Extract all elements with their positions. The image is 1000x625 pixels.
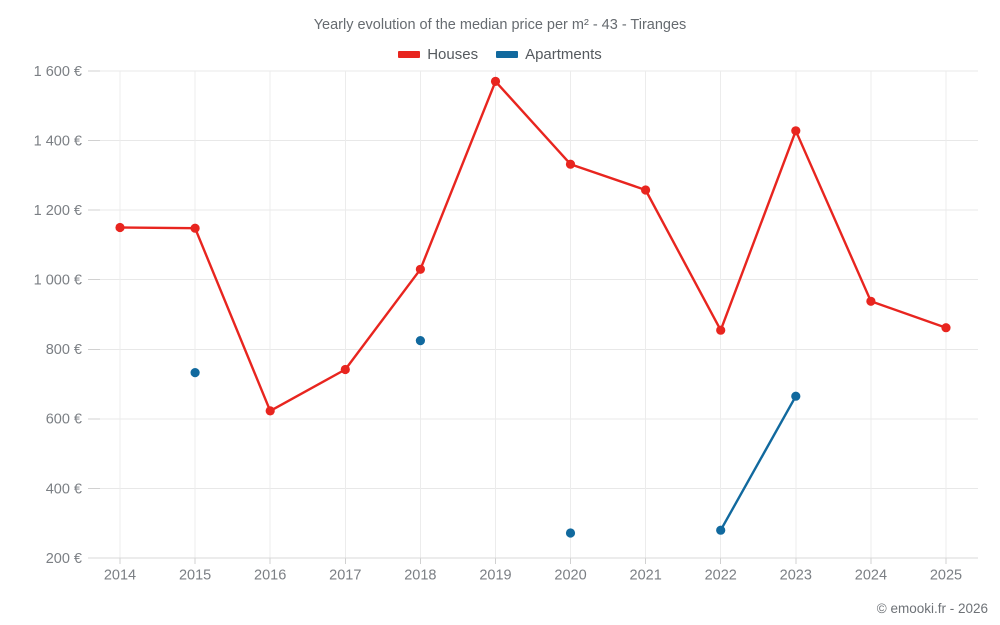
x-axis-tick-label: 2021 [630, 568, 662, 584]
x-axis-tick-label: 2019 [479, 568, 511, 584]
data-point-houses-2018[interactable] [415, 264, 425, 274]
series-line-apartments [719, 395, 797, 532]
y-axis-tick-label: 800 € [46, 342, 82, 358]
legend-label-apartments: Apartments [525, 46, 602, 63]
y-axis-tick-label: 1 200 € [34, 203, 82, 219]
data-point-houses-2025[interactable] [941, 323, 951, 333]
x-axis-tick-label: 2025 [930, 568, 962, 584]
y-axis-tick-label: 200 € [46, 551, 82, 567]
legend-swatch-apartments [496, 51, 519, 58]
legend-item-houses[interactable]: Houses [398, 46, 478, 63]
copyright-credit: © emooki.fr - 2026 [876, 601, 988, 616]
data-point-houses-2024[interactable] [866, 296, 876, 306]
y-axis-tick-label: 1 400 € [34, 133, 82, 149]
y-axis-labels: 200 € 400 € 600 € 800 € 1 000 € 1 200 € 1 400 … [34, 64, 82, 567]
data-point-houses-2015[interactable] [190, 223, 200, 233]
x-axis-tick-label: 2015 [179, 568, 211, 584]
data-point-apartments-2018[interactable] [415, 336, 425, 346]
chart-legend: Houses Apartments [0, 46, 1000, 63]
x-axis-tick-label: 2017 [329, 568, 361, 584]
x-axis-tick-label: 2022 [705, 568, 737, 584]
data-point-houses-2023[interactable] [791, 126, 801, 136]
chart-title: Yearly evolution of the median price per… [313, 17, 687, 33]
data-point-houses-2021[interactable] [641, 185, 651, 195]
x-axis-tick-label: 2018 [404, 568, 436, 584]
x-axis-tick-label: 2024 [855, 568, 887, 584]
grid-layer [100, 70, 978, 559]
data-point-houses-2022[interactable] [716, 325, 726, 335]
data-point-houses-2019[interactable] [490, 76, 501, 86]
axis-layer [88, 70, 978, 564]
data-point-houses-2016[interactable] [265, 406, 275, 416]
x-axis-tick-label: 2016 [254, 568, 286, 584]
y-axis-tick-label: 400 € [46, 481, 82, 497]
x-axis-tick-label: 2023 [780, 568, 812, 584]
data-point-houses-2017[interactable] [340, 364, 350, 375]
data-point-apartments-2020[interactable] [565, 528, 576, 538]
data-point-apartments-2023[interactable] [791, 391, 801, 401]
data-point-houses-2020[interactable] [565, 159, 576, 169]
x-axis-tick-label: 2014 [104, 568, 136, 584]
series-layer [115, 76, 951, 538]
y-axis-tick-label: 1 000 € [34, 273, 82, 289]
legend-swatch-houses [398, 51, 421, 58]
data-point-houses-2014[interactable] [115, 222, 125, 233]
data-point-apartments-2022[interactable] [716, 525, 726, 535]
data-point-apartments-2015[interactable] [190, 368, 200, 378]
x-axis-tick-label: 2020 [554, 568, 586, 584]
legend-label-houses: Houses [427, 46, 479, 63]
y-axis-tick-label: 600 € [46, 412, 82, 428]
x-axis-labels: 2014 2015 2016 2017 2018 2019 2020 2021 2022 2023… [104, 568, 962, 584]
series-line-houses [118, 80, 948, 413]
y-axis-tick-label: 1 600 € [34, 64, 82, 80]
legend-item-apartments[interactable]: Apartments [496, 46, 602, 63]
